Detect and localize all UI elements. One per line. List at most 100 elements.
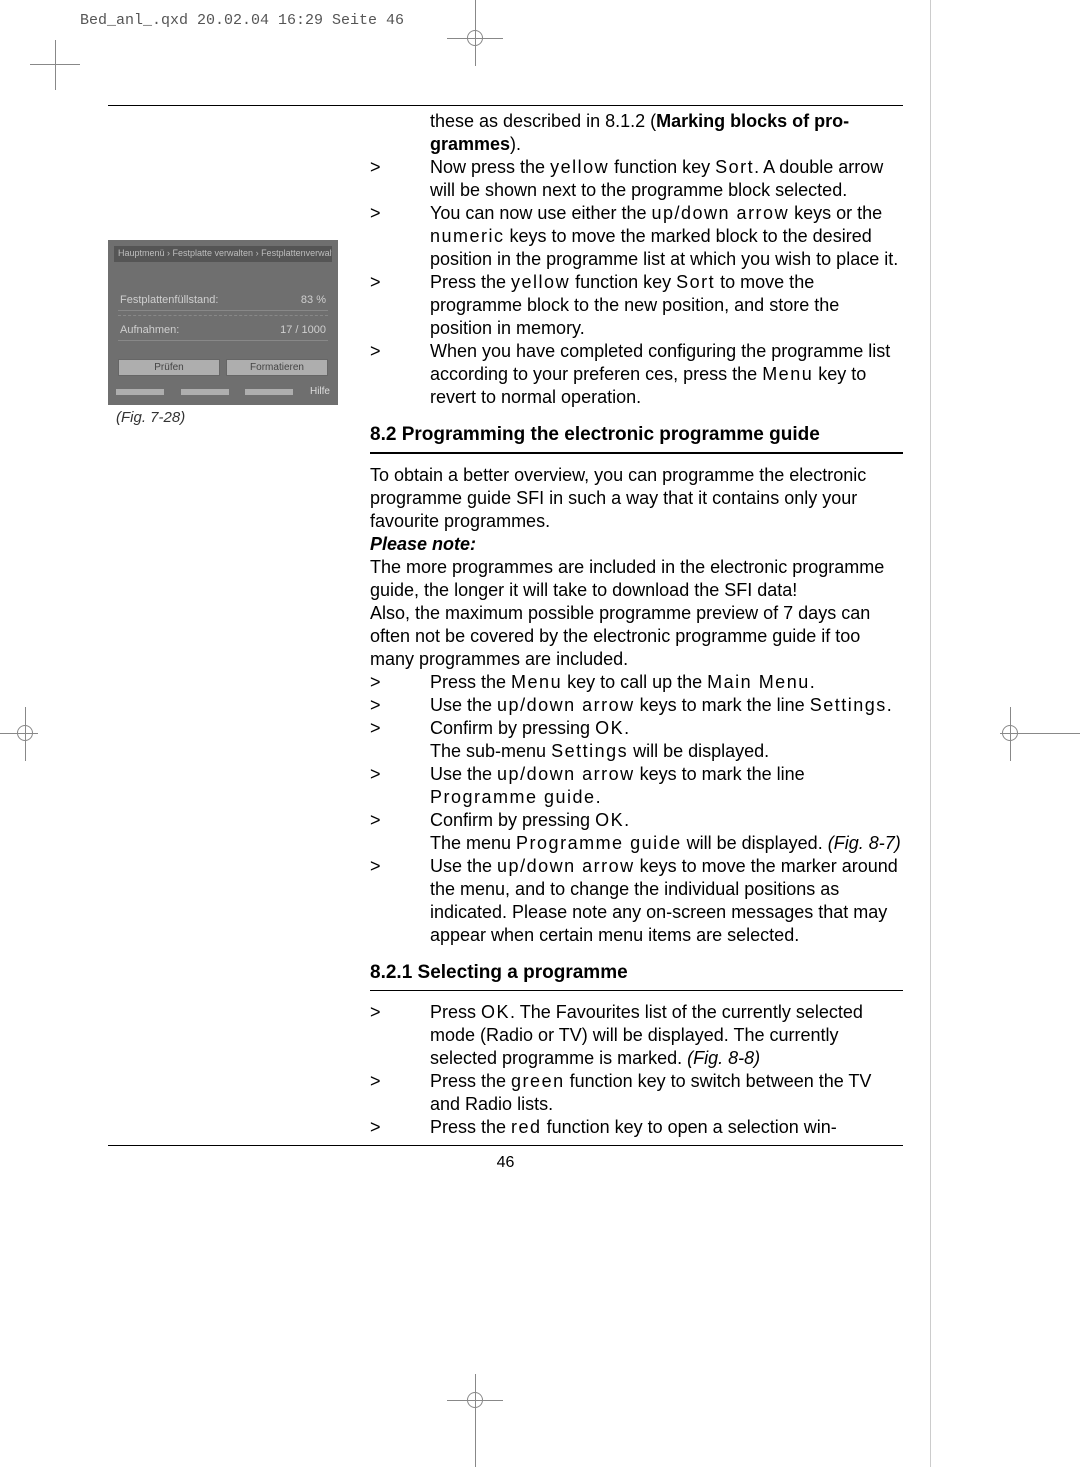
key-label: Settings (551, 741, 628, 761)
figure-titlebar: Hauptmenü › Festplatte verwalten › Festp… (114, 246, 332, 262)
bottom-rule (108, 1145, 903, 1146)
step-row: >Press the red function key to open a se… (370, 1116, 903, 1139)
step-list: >Press OK. The Favourites list of the cu… (370, 1001, 903, 1139)
key-label: Menu (511, 672, 562, 692)
key-label: Programme guide (516, 833, 682, 853)
step-marker: > (370, 694, 430, 717)
step-row: >Use the up/down arrow keys to move the … (370, 855, 903, 947)
fig-value: 83 % (301, 294, 326, 306)
key-label: Settings (810, 695, 887, 715)
section-8-2-title: 8.2 Programming the electronic programme… (370, 423, 903, 447)
key-label: Menu (762, 364, 813, 384)
step-marker: > (370, 671, 430, 694)
step-text: Confirm by pressing OK.The menu Programm… (430, 809, 903, 855)
page-guide (930, 0, 931, 1467)
key-label: yellow (550, 157, 609, 177)
key-label: Sort (676, 272, 715, 292)
paragraph: Also, the maximum possible programme pre… (370, 602, 903, 671)
step-marker: > (370, 156, 430, 202)
step-row: >Now press the yellow function key Sort.… (370, 156, 903, 202)
step-text: Confirm by pressing OK.The sub-menu Sett… (430, 717, 903, 763)
section-8-2-1-title: 8.2.1 Selecting a programme (370, 961, 903, 985)
step-text: Use the up/down arrow keys to move the m… (430, 855, 903, 947)
key-label: up/down arrow (652, 203, 790, 223)
key-label: green (511, 1071, 565, 1091)
step-text: Press OK. The Favourites list of the cur… (430, 1001, 903, 1070)
step-row: >Confirm by pressing OK.The sub-menu Set… (370, 717, 903, 763)
paragraph: The more programmes are included in the … (370, 556, 903, 602)
step-text: Now press the yellow function key Sort. … (430, 156, 903, 202)
step-text: Press the red function key to open a sel… (430, 1116, 903, 1139)
fig-value: 17 / 1000 (280, 324, 326, 336)
step-list: >Press the Menu key to call up the Main … (370, 671, 903, 947)
step-row: >Use the up/down arrow keys to mark the … (370, 763, 903, 809)
figure-button-format: Formatieren (226, 359, 328, 376)
key-label: OK (595, 810, 624, 830)
step-text: When you have completed configuring the … (430, 340, 903, 409)
print-header: Bed_anl_.qxd 20.02.04 16:29 Seite 46 (80, 12, 404, 29)
page-number: 46 (108, 1154, 903, 1172)
step-marker: > (370, 202, 430, 271)
step-marker: > (370, 1116, 430, 1139)
key-label: yellow (511, 272, 570, 292)
figure-caption: (Fig. 7-28) (116, 409, 370, 426)
step-marker: > (370, 855, 430, 947)
figure-ref: (Fig. 8-7) (828, 833, 901, 853)
text-bold: Marking blocks of pro- (656, 111, 849, 131)
key-label: Main Menu (707, 672, 810, 692)
crop-mark (55, 40, 56, 90)
section-rule (370, 990, 903, 991)
key-label: OK (595, 718, 624, 738)
step-text: Use the up/down arrow keys to mark the l… (430, 694, 903, 717)
text: ). (510, 134, 521, 154)
step-text: Press the green function key to switch b… (430, 1070, 903, 1116)
step-text: Press the yellow function key Sort to mo… (430, 271, 903, 340)
crop-mark (467, 30, 483, 46)
figure-bar (181, 389, 229, 395)
crop-mark (17, 725, 33, 741)
note-label: Please note: (370, 533, 903, 556)
step-text: Use the up/down arrow keys to mark the l… (430, 763, 903, 809)
intro-paragraph: these as described in 8.1.2 (Marking blo… (370, 110, 903, 156)
figure-bar (116, 389, 164, 395)
step-row: >Press OK. The Favourites list of the cu… (370, 1001, 903, 1070)
key-label: red (511, 1117, 542, 1137)
step-text: Press the Menu key to call up the Main M… (430, 671, 903, 694)
crop-mark (30, 64, 80, 65)
left-column: Hauptmenü › Festplatte verwalten › Festp… (108, 110, 370, 1139)
figure-ref: (Fig. 8-8) (687, 1048, 760, 1068)
step-row: >Press the green function key to switch … (370, 1070, 903, 1116)
page-content: Hauptmenü › Festplatte verwalten › Festp… (108, 105, 903, 1172)
step-row: >Confirm by pressing OK.The menu Program… (370, 809, 903, 855)
fig-label: Aufnahmen: (120, 324, 179, 336)
step-marker: > (370, 271, 430, 340)
key-label: Programme guide (430, 787, 596, 807)
fig-label: Festplattenfüllstand: (120, 294, 218, 306)
figure-7-28: Hauptmenü › Festplatte verwalten › Festp… (108, 240, 338, 405)
crop-mark (1002, 725, 1018, 741)
crop-mark (475, 1374, 476, 1467)
step-row: >Use the up/down arrow keys to mark the … (370, 694, 903, 717)
key-label: numeric (430, 226, 505, 246)
text: these as described in 8.1.2 ( (430, 111, 656, 131)
key-label: OK (481, 1002, 510, 1022)
figure-help-label: Hilfe (310, 386, 330, 397)
step-marker: > (370, 763, 430, 809)
step-row: >Press the Menu key to call up the Main … (370, 671, 903, 694)
step-text: You can now use either the up/down arrow… (430, 202, 903, 271)
step-row: >When you have completed configuring the… (370, 340, 903, 409)
key-label: up/down arrow (497, 695, 635, 715)
paragraph: To obtain a better overview, you can pro… (370, 464, 903, 533)
key-label: up/down arrow (497, 856, 635, 876)
figure-bar (245, 389, 293, 395)
top-rule (108, 105, 903, 106)
key-label: Sort (715, 157, 754, 177)
figure-button-check: Prüfen (118, 359, 220, 376)
step-list: >Now press the yellow function key Sort.… (370, 156, 903, 409)
step-marker: > (370, 1001, 430, 1070)
key-label: up/down arrow (497, 764, 635, 784)
step-marker: > (370, 340, 430, 409)
step-marker: > (370, 717, 430, 763)
section-rule (370, 452, 903, 454)
step-marker: > (370, 809, 430, 855)
